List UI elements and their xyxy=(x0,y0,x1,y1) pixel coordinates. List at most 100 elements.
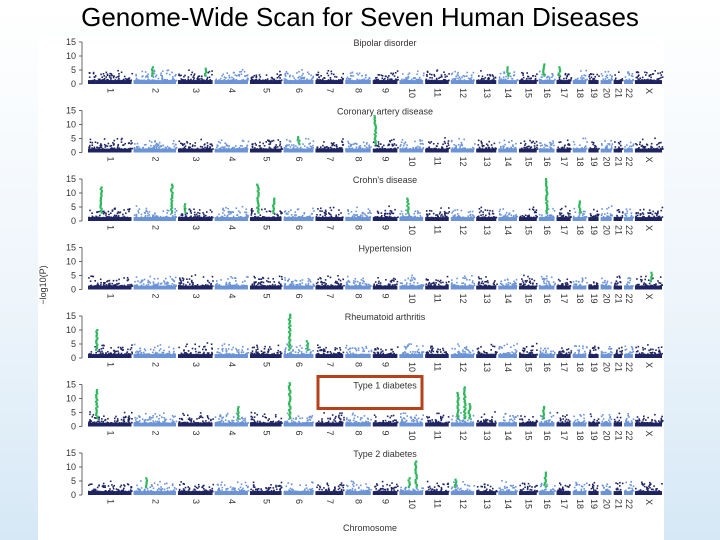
snp-point xyxy=(316,147,319,150)
snp-point xyxy=(354,353,356,356)
chromosome-label: 2 xyxy=(150,225,160,230)
snp-point xyxy=(263,351,266,354)
snp-point xyxy=(660,209,662,212)
snp-point xyxy=(536,146,538,149)
snp-point xyxy=(203,351,205,354)
snp-point xyxy=(237,74,240,76)
snp-point xyxy=(511,148,513,150)
snp-point xyxy=(428,213,431,215)
snp-point xyxy=(405,78,408,81)
chromosome-band-chr10 xyxy=(399,80,424,84)
snp-point xyxy=(300,79,303,82)
snp-point xyxy=(454,209,456,212)
hit-point-chr9 xyxy=(373,116,376,119)
snp-point xyxy=(651,352,653,354)
chromosome-band-chr10 xyxy=(399,217,424,221)
snp-point xyxy=(320,75,322,77)
snp-point xyxy=(482,216,484,219)
hit-point-chr5 xyxy=(256,190,259,193)
snp-point xyxy=(164,422,166,424)
snp-point xyxy=(593,215,596,217)
hit-point-chr1 xyxy=(100,186,103,189)
snp-point xyxy=(485,143,488,145)
snp-point xyxy=(208,285,210,287)
snp-point xyxy=(115,415,117,418)
snp-point xyxy=(413,212,416,215)
snp-point xyxy=(412,285,415,287)
snp-point xyxy=(218,418,220,420)
snp-point xyxy=(237,351,240,353)
snp-point xyxy=(407,215,410,218)
snp-point xyxy=(122,349,124,351)
chromosome-label: X xyxy=(644,225,654,231)
snp-point xyxy=(101,344,103,347)
snp-point xyxy=(458,137,460,140)
chromosome-label: 2 xyxy=(150,157,160,162)
snp-point xyxy=(641,212,644,214)
snp-point xyxy=(526,215,529,217)
hit-point-chr14 xyxy=(506,70,509,73)
snp-point xyxy=(639,214,642,216)
snp-point xyxy=(113,75,115,77)
snp-point xyxy=(629,277,632,280)
snp-point xyxy=(276,77,279,79)
snp-point xyxy=(478,281,480,283)
snp-point xyxy=(632,144,634,147)
snp-point xyxy=(133,422,136,424)
snp-point xyxy=(166,78,168,81)
hit-point-chr6 xyxy=(306,342,310,345)
snp-point xyxy=(266,280,268,282)
snp-point xyxy=(390,148,392,150)
snp-point xyxy=(643,353,646,356)
snp-point xyxy=(413,281,415,284)
snp-point xyxy=(414,210,416,213)
hit-point-chr5 xyxy=(273,197,276,200)
snp-point xyxy=(405,213,407,215)
snp-point xyxy=(131,142,133,144)
snp-point xyxy=(153,278,156,280)
snp-point xyxy=(402,73,404,75)
snp-point xyxy=(507,216,509,219)
snp-point xyxy=(512,285,515,287)
hit-point-chr2 xyxy=(170,188,173,191)
snp-point xyxy=(250,79,253,82)
snp-point xyxy=(650,74,652,76)
snp-point xyxy=(522,74,524,76)
hit-point-chr16 xyxy=(545,189,548,192)
snp-point xyxy=(366,79,369,82)
snp-point xyxy=(490,353,492,356)
snp-point xyxy=(457,214,460,217)
snp-point xyxy=(257,216,259,219)
snp-point xyxy=(429,148,431,150)
snp-point xyxy=(127,420,130,422)
snp-point xyxy=(108,283,110,285)
snp-point xyxy=(167,216,169,219)
snp-point xyxy=(541,214,543,216)
snp-point xyxy=(637,345,640,348)
snp-point xyxy=(535,214,537,217)
snp-point xyxy=(636,278,638,280)
snp-point xyxy=(490,144,493,146)
slide-title: Genome-Wide Scan for Seven Human Disease… xyxy=(81,2,639,32)
snp-point xyxy=(438,213,441,215)
snp-point xyxy=(450,139,453,142)
snp-point xyxy=(305,285,307,287)
snp-point xyxy=(465,347,467,350)
snp-point xyxy=(260,350,263,352)
snp-point xyxy=(488,213,491,216)
snp-point xyxy=(629,145,631,148)
chromosome-band-chr11 xyxy=(425,80,449,84)
snp-point xyxy=(377,145,379,147)
snp-point xyxy=(367,78,369,81)
snp-point xyxy=(157,285,160,287)
snp-point xyxy=(510,346,512,348)
snp-point xyxy=(302,143,304,145)
snp-point xyxy=(444,215,447,217)
snp-point xyxy=(606,145,608,147)
snp-point xyxy=(220,77,222,80)
snp-point xyxy=(477,282,480,285)
snp-point xyxy=(635,212,637,215)
snp-point xyxy=(197,422,200,424)
snp-point xyxy=(482,213,484,216)
